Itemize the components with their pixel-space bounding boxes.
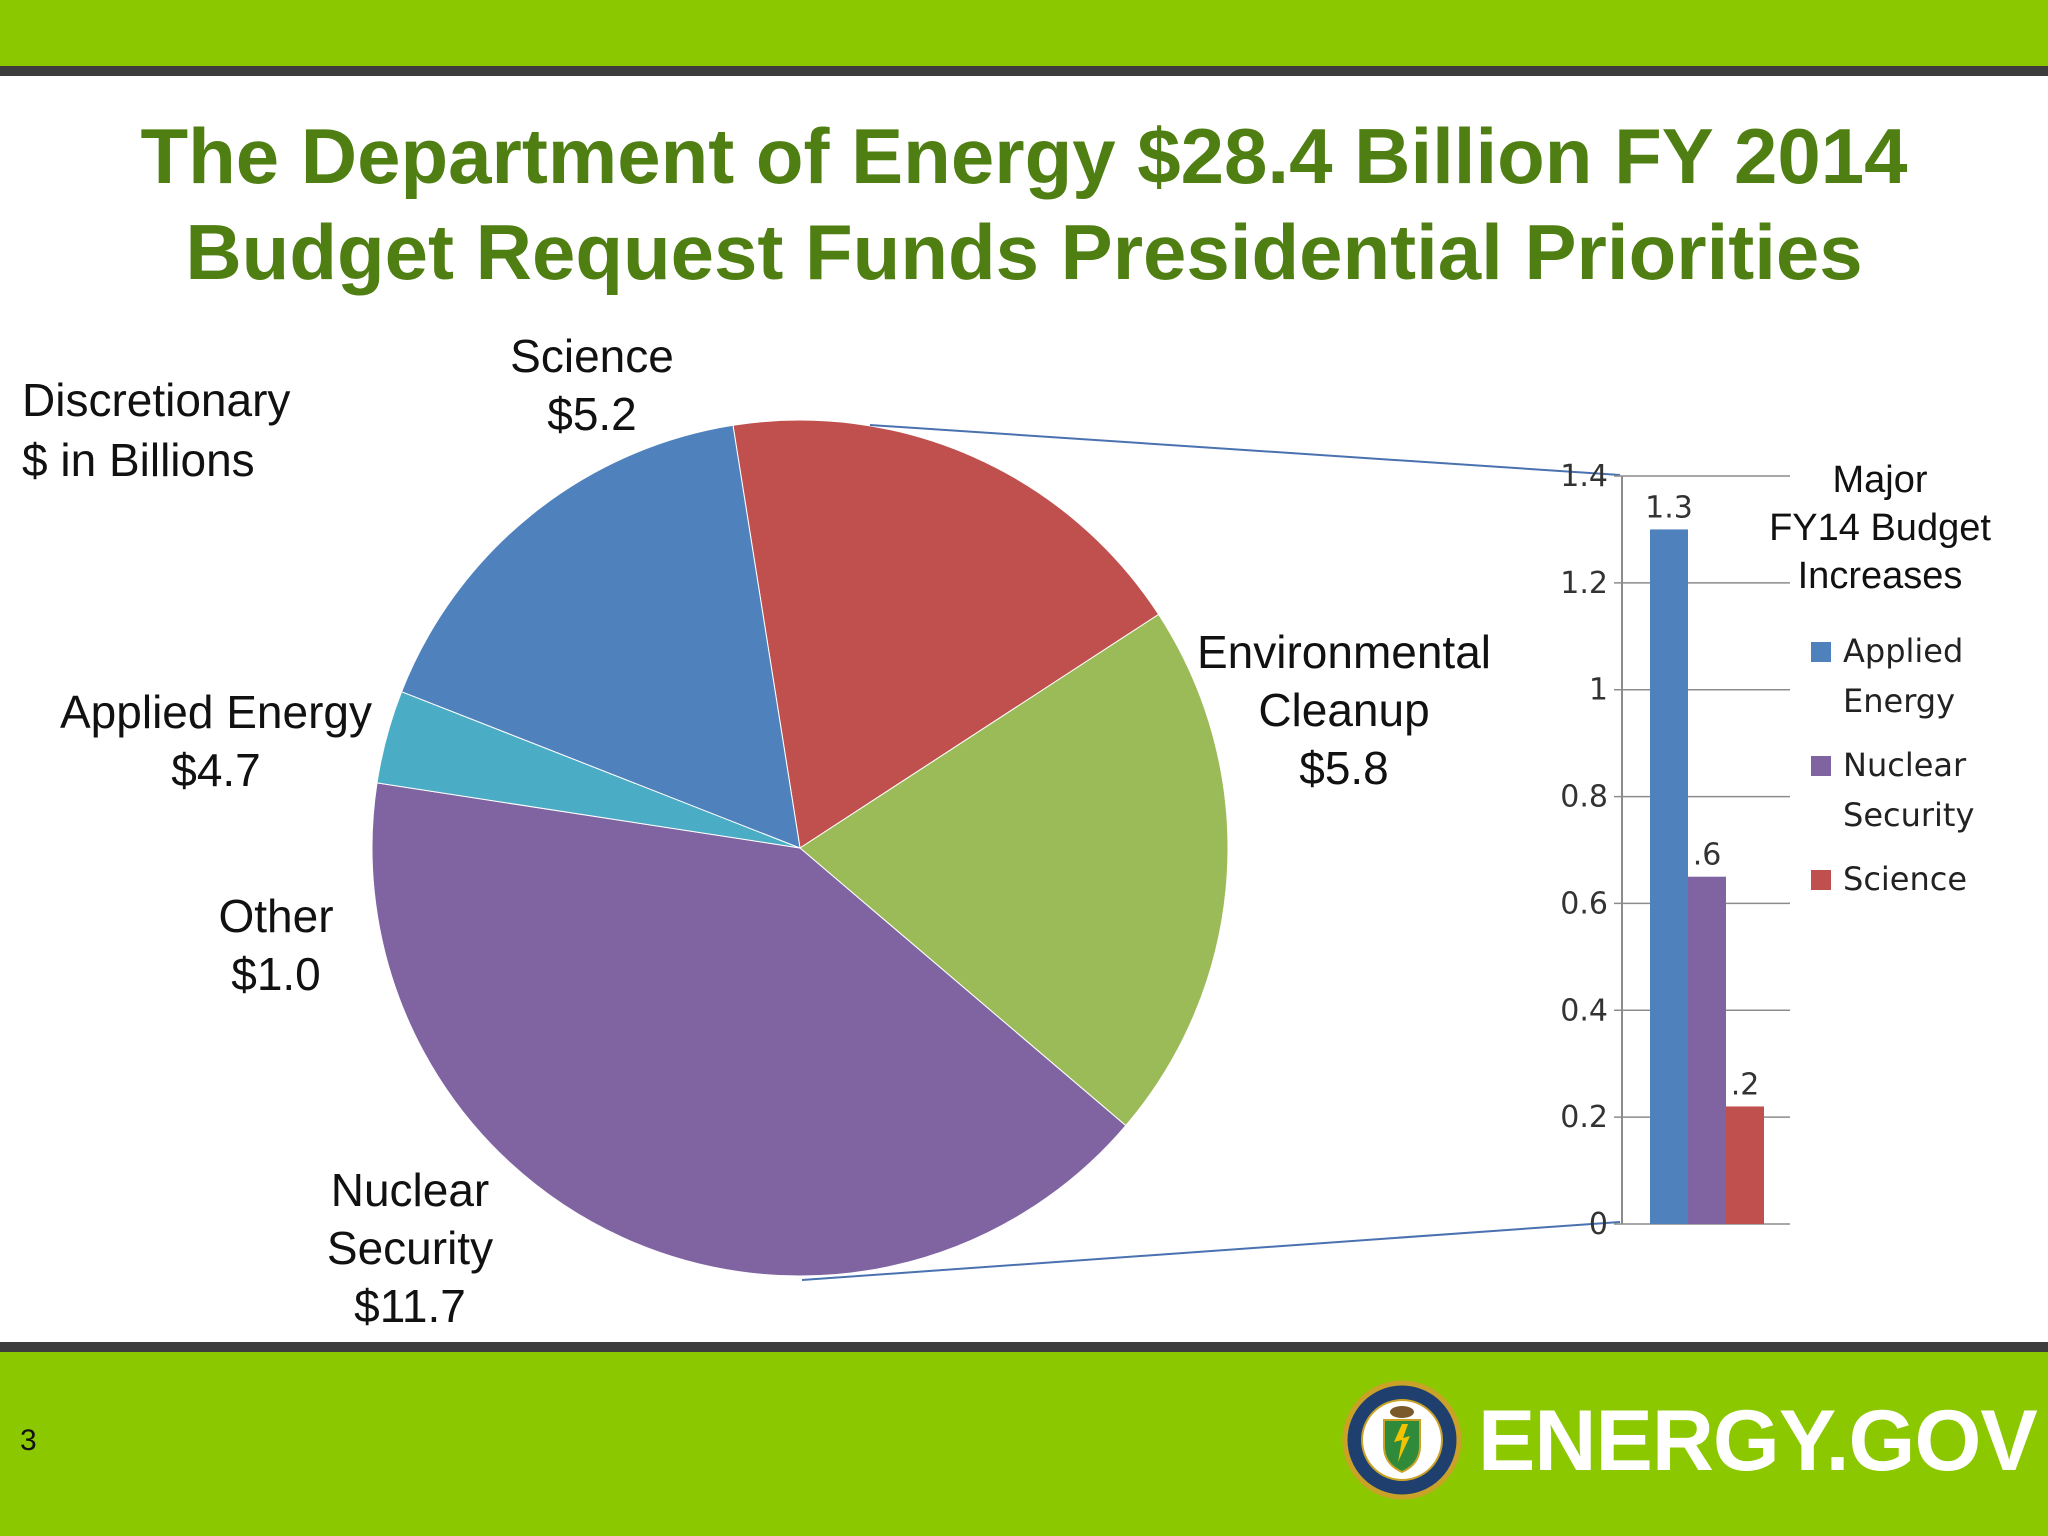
pie-label-nuclear-line-1: Nuclear [331, 1164, 490, 1216]
y-tick-label: 0.2 [1560, 1100, 1608, 1135]
pie-label-other-line-1: Other [218, 890, 333, 942]
pie-label-nuclear-line-3: $11.7 [354, 1280, 466, 1332]
bar-chart-title: Major FY14 Budget Increases [1769, 459, 1991, 597]
bar-applied-energy [1650, 529, 1688, 1224]
slide-title-line-1: The Department of Energy $28.4 Billion F… [140, 112, 1908, 200]
pie-label-environmental-line-1: Environmental [1197, 626, 1491, 678]
legend-label: Science [1843, 860, 1967, 898]
footer-brand: ENERGY.GOV [1478, 1393, 2038, 1489]
bar-chart-title-line-3: Increases [1798, 555, 1963, 597]
top-divider [0, 66, 2048, 76]
pie-slice-applied-energy [400, 424, 801, 849]
legend-label: Applied Energy [1843, 632, 1963, 720]
y-tick-label: 0.6 [1560, 886, 1608, 921]
pie-slice-nuclear [371, 782, 1127, 1277]
legend-label-line-1: Nuclear [1843, 746, 1967, 784]
pie-label-environmental: Environmental Cleanup $5.8 [1197, 626, 1491, 794]
pie-slice-science [732, 419, 1160, 849]
bar-chart-title-line-1: Major [1832, 459, 1927, 501]
pie-annotation-line-2: $ in Billions [22, 434, 255, 486]
bar-chart-title-line-2: FY14 Budget [1769, 507, 1991, 549]
pie-label-science-line-2: $5.2 [547, 388, 637, 440]
bar-data-label: 1.3 [1645, 490, 1693, 525]
pie-label-science: Science $5.2 [510, 330, 674, 440]
pie-label-nuclear: Nuclear Security $11.7 [327, 1164, 493, 1332]
pie-label-other: Other $1.0 [218, 890, 333, 1000]
legend-label-line-2: Energy [1843, 682, 1955, 720]
legend-label: Nuclear Security [1843, 746, 1974, 834]
legend-swatch [1811, 870, 1831, 890]
pie-label-environmental-line-3: $5.8 [1299, 742, 1389, 794]
pie-slice-environmental [799, 613, 1229, 1127]
pie-annotation: Discretionary $ in Billions [22, 374, 290, 486]
y-tick-label: 1.4 [1560, 459, 1608, 494]
y-tick-label: 1 [1589, 673, 1608, 708]
bottom-divider [0, 1342, 2048, 1352]
pie-label-applied-energy-line-1: Applied Energy [60, 686, 372, 738]
y-tick-label: 0 [1589, 1207, 1608, 1242]
bar-nuclear-security [1688, 876, 1726, 1224]
slide-title: The Department of Energy $28.4 Billion F… [0, 108, 2048, 300]
y-tick-label: 1.2 [1560, 566, 1608, 601]
legend-swatch [1811, 756, 1831, 776]
legend-label-line-1: Applied [1843, 632, 1963, 670]
pie-label-applied-energy: Applied Energy $4.7 [60, 686, 372, 796]
connector-line-top [869, 424, 1621, 476]
footer-band [0, 1352, 2048, 1536]
page-number: 3 [20, 1424, 37, 1457]
doe-seal-icon [1342, 1380, 1462, 1500]
legend-label-line-2: Security [1843, 796, 1974, 834]
pie-label-environmental-line-2: Cleanup [1258, 684, 1429, 736]
legend-swatch [1811, 642, 1831, 662]
connector-line-bottom [801, 1221, 1621, 1281]
pie-label-applied-energy-line-2: $4.7 [171, 744, 261, 796]
legend-label-line-1: Science [1843, 860, 1967, 898]
bar-data-label: .2 [1731, 1067, 1760, 1102]
pie-annotation-line-1: Discretionary [22, 374, 290, 426]
top-accent-band [0, 0, 2048, 66]
bar-data-label: .6 [1693, 838, 1722, 873]
y-tick-label: 0.4 [1560, 993, 1608, 1028]
bar-science [1726, 1106, 1764, 1224]
pie-label-nuclear-line-2: Security [327, 1222, 493, 1274]
pie-label-science-line-1: Science [510, 330, 674, 382]
pie-label-other-line-2: $1.0 [231, 948, 321, 1000]
slide-title-line-2: Budget Request Funds Presidential Priori… [185, 208, 1863, 296]
y-tick-label: 0.8 [1560, 780, 1608, 815]
